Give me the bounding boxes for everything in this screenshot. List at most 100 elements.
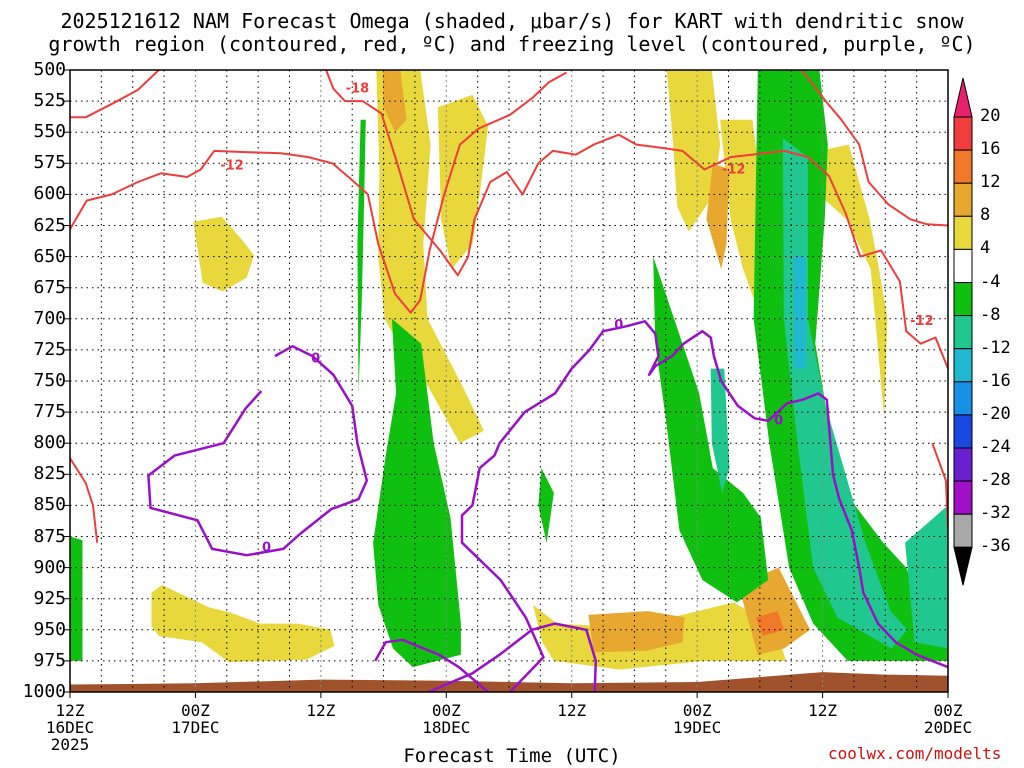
y-tick-label: 725 xyxy=(33,338,66,360)
freezing-contour-0 xyxy=(147,344,369,557)
contour-label-7: 0 xyxy=(774,414,783,429)
freezing-contour-2 xyxy=(428,622,598,692)
contour-label-2: -12 xyxy=(722,162,746,177)
dgz-contour-4 xyxy=(70,457,99,543)
colorbar-segment-3 xyxy=(953,182,973,217)
colorbar-label: 8 xyxy=(980,205,991,226)
omega-region-17 xyxy=(653,256,769,603)
dgz-contour-0 xyxy=(70,70,160,119)
x-tick-label: 19DEC xyxy=(673,718,722,737)
colorbar-segment-10 xyxy=(953,414,973,449)
y-tick-label: 775 xyxy=(33,401,66,423)
contour-label-4: 0 xyxy=(311,351,320,366)
dgz-contour-3 xyxy=(800,70,948,227)
contour-label-5: 0 xyxy=(262,540,271,555)
omega-region-1 xyxy=(151,585,335,663)
omega-region-3 xyxy=(437,94,489,270)
y-tick-label: 675 xyxy=(33,276,66,298)
colorbar-label: 20 xyxy=(980,106,1001,126)
freezing-contour-3 xyxy=(460,320,948,692)
colorbar-segment-7 xyxy=(953,315,973,350)
x-tick-label: 12Z xyxy=(808,701,838,720)
colorbar-label: -36 xyxy=(980,536,1011,557)
y-tick-label: 925 xyxy=(33,587,66,609)
y-tick-label: 950 xyxy=(33,618,66,640)
x-tick-label: 00Z xyxy=(933,701,963,720)
y-tick-label: 700 xyxy=(33,307,66,329)
y-tick-label: 875 xyxy=(33,525,66,547)
x-tick-label: 2025 xyxy=(50,735,90,754)
site-credit: coolwx.com/modelts xyxy=(828,744,1002,763)
x-tick-label: 16DEC xyxy=(45,718,95,737)
omega-region-12 xyxy=(755,611,784,636)
colorbar-label: -28 xyxy=(980,470,1011,491)
colorbar xyxy=(953,77,973,586)
x-tick-label: 20DEC xyxy=(923,718,973,737)
omega-region-9 xyxy=(588,611,685,653)
y-tick-label: 1000 xyxy=(22,681,66,702)
contour-label-1: -12 xyxy=(220,159,244,174)
colorbar-label: -16 xyxy=(980,370,1011,391)
y-tick-label: 525 xyxy=(33,90,66,112)
x-tick-label: 00Z xyxy=(682,701,712,720)
y-tick-label: 650 xyxy=(33,245,66,267)
omega-region-7 xyxy=(819,144,888,419)
x-tick-label: 00Z xyxy=(180,701,210,720)
omega-region-22 xyxy=(905,505,948,649)
colorbar-label: -4 xyxy=(980,271,1001,292)
x-tick-label: 18DEC xyxy=(422,718,471,737)
colorbar-segment-4 xyxy=(953,215,973,250)
y-tick-label: 825 xyxy=(33,463,66,485)
colorbar-label: -12 xyxy=(980,337,1011,358)
omega-region-6 xyxy=(720,119,763,319)
colorbar-segment-9 xyxy=(953,381,973,416)
x-tick-label: 17DEC xyxy=(171,718,220,737)
omega-region-0 xyxy=(193,216,254,292)
freezing-contour-1 xyxy=(374,638,489,692)
y-tick-label: 625 xyxy=(33,214,66,236)
omega-region-16 xyxy=(538,468,554,543)
contour-label-0: -18 xyxy=(346,81,370,96)
y-tick-label: 850 xyxy=(33,494,66,516)
colorbar-segment-11 xyxy=(953,447,973,482)
x-tick-label: 12Z xyxy=(306,701,336,720)
chart-title-line2: growth region (contoured, red, ºC) and f… xyxy=(48,32,976,56)
omega-region-5 xyxy=(666,70,721,232)
colorbar-segment-5 xyxy=(953,248,973,283)
colorbar-label: 4 xyxy=(980,238,991,259)
plot-frame xyxy=(69,69,949,693)
omega-region-20 xyxy=(710,368,730,493)
colorbar-segment-6 xyxy=(953,282,973,317)
contour-label-6: 0 xyxy=(614,318,623,333)
y-tick-label: 575 xyxy=(33,152,66,174)
y-tick-label: 750 xyxy=(33,370,66,391)
chart-title-line1: 2025121612 NAM Forecast Omega (shaded, μ… xyxy=(60,9,964,33)
colorbar-segment-1 xyxy=(953,116,973,151)
colorbar-bottom-arrow xyxy=(953,546,973,586)
y-tick-label: 900 xyxy=(33,556,66,578)
x-axis-title: Forecast Time (UTC) xyxy=(403,745,621,767)
omega-region-21 xyxy=(782,138,908,649)
colorbar-segment-12 xyxy=(953,480,973,515)
x-tick-label: 12Z xyxy=(55,701,85,720)
contour-label-3: -12 xyxy=(910,314,934,329)
colorbar-top-arrow xyxy=(953,77,973,118)
x-tick-label: 00Z xyxy=(431,701,461,720)
x-tick-label: 12Z xyxy=(557,701,587,720)
colorbar-segment-8 xyxy=(953,348,973,383)
colorbar-label: 16 xyxy=(980,139,1001,160)
colorbar-label: -8 xyxy=(980,304,1001,325)
colorbar-segment-13 xyxy=(953,513,973,548)
dgz-contour-2 xyxy=(325,70,948,369)
omega-region-19 xyxy=(781,70,798,120)
y-tick-label: 500 xyxy=(33,59,66,80)
omega-region-15 xyxy=(373,318,461,668)
colorbar-label: -32 xyxy=(980,503,1011,524)
omega-region-23 xyxy=(793,256,806,369)
dgz-contour-1 xyxy=(70,71,567,314)
colorbar-label: -20 xyxy=(980,403,1011,424)
colorbar-label: -24 xyxy=(980,437,1011,457)
y-tick-label: 800 xyxy=(33,432,66,454)
colorbar-segment-2 xyxy=(953,149,973,184)
y-tick-label: 600 xyxy=(33,183,66,205)
